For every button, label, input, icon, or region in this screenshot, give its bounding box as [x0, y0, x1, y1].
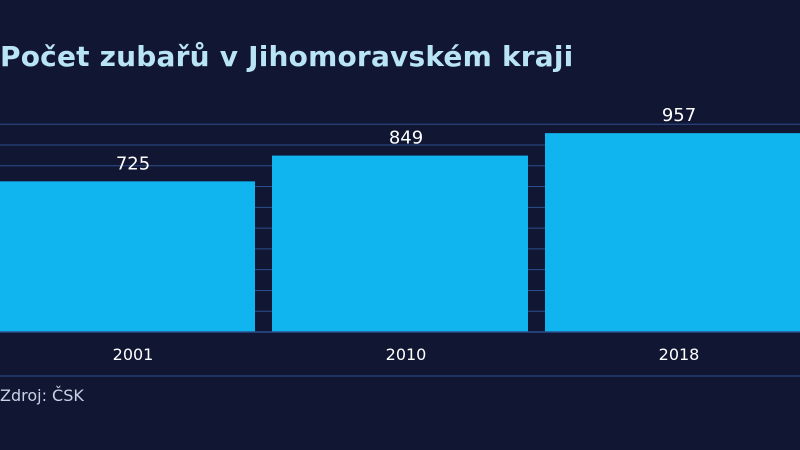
x-tick-2018: 2018	[659, 345, 700, 364]
value-label-2018: 957	[662, 105, 696, 126]
value-labels: 725 849 957	[116, 105, 696, 174]
source-note: Zdroj: ČSK	[0, 386, 84, 405]
x-tick-2001: 2001	[113, 345, 154, 364]
value-label-2010: 849	[389, 128, 423, 149]
bars	[0, 133, 800, 332]
x-tick-2010: 2010	[386, 345, 427, 364]
chart-title: Počet zubařů v Jihomoravském kraji	[0, 40, 574, 73]
x-tick-labels: 2001 2010 2018	[113, 345, 700, 364]
bar-2001	[0, 181, 255, 332]
bar-2018	[545, 133, 800, 332]
bar-2010	[272, 155, 528, 332]
value-label-2001: 725	[116, 153, 150, 174]
